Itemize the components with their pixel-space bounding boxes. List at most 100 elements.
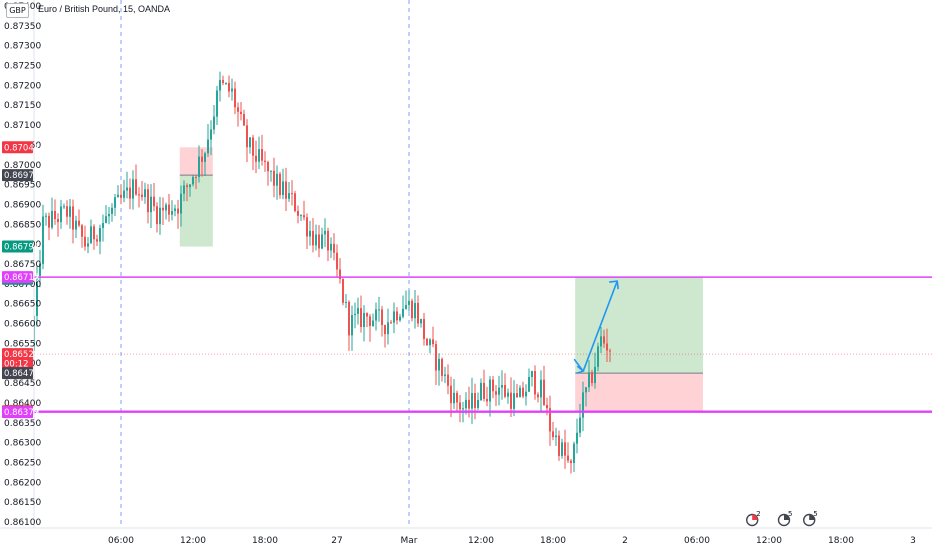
candle (198, 145, 200, 183)
candle-body (174, 208, 176, 211)
candle (522, 381, 524, 399)
candle-body (129, 187, 131, 199)
candle (261, 134, 263, 166)
candle (384, 324, 386, 348)
y-tick-label: 0.87150 (4, 101, 41, 111)
candle-body (330, 243, 332, 251)
event-icon-2[interactable]: 5 (777, 510, 793, 527)
candle-body (438, 358, 440, 371)
candle (366, 312, 368, 328)
candle (351, 305, 353, 351)
candle-body (36, 276, 38, 316)
candle-body (306, 217, 308, 237)
candle-body (156, 206, 158, 225)
candle-body (372, 320, 374, 326)
candle-body (441, 358, 443, 376)
candle-body (492, 379, 494, 392)
candle (189, 184, 191, 197)
candle-body (393, 311, 395, 323)
candle (39, 249, 41, 288)
candle-body (396, 311, 398, 321)
candle-body (546, 404, 548, 409)
candle-body (360, 308, 362, 327)
candle (129, 178, 131, 210)
candle (438, 353, 440, 386)
candle-body (234, 88, 236, 108)
candle-body (339, 269, 341, 280)
candle (441, 357, 443, 382)
candle (534, 365, 536, 400)
x-tick-label: 18:00 (540, 536, 566, 546)
candle-body (141, 194, 143, 198)
price-badge-label: 0.87044 (4, 143, 39, 153)
price-badge-bg (2, 348, 33, 361)
candle-body (195, 176, 197, 178)
candle-body (69, 206, 71, 217)
price-badge-bg (2, 367, 33, 380)
candle-body (537, 394, 539, 398)
candle-body (81, 225, 83, 237)
candle (495, 385, 497, 407)
candle (309, 220, 311, 246)
candle-body (435, 344, 437, 371)
candle (564, 429, 566, 469)
event-wedge (784, 514, 790, 520)
candle-body (606, 343, 608, 351)
candle (513, 380, 515, 417)
candle (282, 168, 284, 200)
candle (459, 394, 461, 423)
candle-body (369, 316, 371, 326)
candle (561, 438, 563, 459)
candle (600, 326, 602, 354)
candle (591, 369, 593, 387)
candle-body (159, 207, 161, 225)
candle (183, 180, 185, 202)
candle-body (333, 243, 335, 253)
event-icon-3[interactable]: 5 (803, 510, 818, 527)
candle (87, 236, 89, 254)
candle (96, 234, 98, 246)
candle (402, 295, 404, 319)
candle-body (297, 210, 299, 216)
candle-body (549, 408, 551, 432)
candle (138, 187, 140, 208)
candle (432, 326, 434, 348)
candle-body (459, 402, 461, 410)
x-tick-label: 3 (910, 536, 916, 546)
candle (123, 179, 125, 203)
price-badge-label: 0.86974 (4, 171, 39, 181)
candle (594, 352, 596, 389)
currency-label[interactable]: GBP (6, 3, 29, 18)
candle (570, 458, 572, 474)
candle (255, 140, 257, 174)
candle (132, 170, 134, 210)
price-badge-bg (2, 141, 33, 154)
candle-body (588, 372, 590, 388)
event-icon-1[interactable]: 2 (746, 510, 761, 527)
candle-body (120, 194, 122, 198)
candle (426, 337, 428, 346)
candle-body (591, 372, 593, 384)
candle (324, 218, 326, 248)
candle (249, 137, 251, 154)
candle (543, 365, 545, 407)
candle-body (189, 184, 191, 188)
candle (147, 184, 149, 224)
candle (444, 366, 446, 384)
candle-body (213, 116, 215, 130)
price-badge-bg (2, 406, 33, 419)
candle-body (597, 346, 599, 367)
candle (582, 381, 584, 432)
candle-body (246, 125, 248, 148)
candle (417, 295, 419, 328)
candle (492, 376, 494, 399)
candle (372, 313, 374, 327)
badge-dark-entry: 0.86974 (2, 169, 39, 182)
candle-body (585, 387, 587, 393)
candle (519, 385, 521, 398)
candle-body (75, 220, 77, 230)
candle-body (450, 385, 452, 404)
candle (453, 379, 455, 409)
candle (342, 278, 344, 306)
